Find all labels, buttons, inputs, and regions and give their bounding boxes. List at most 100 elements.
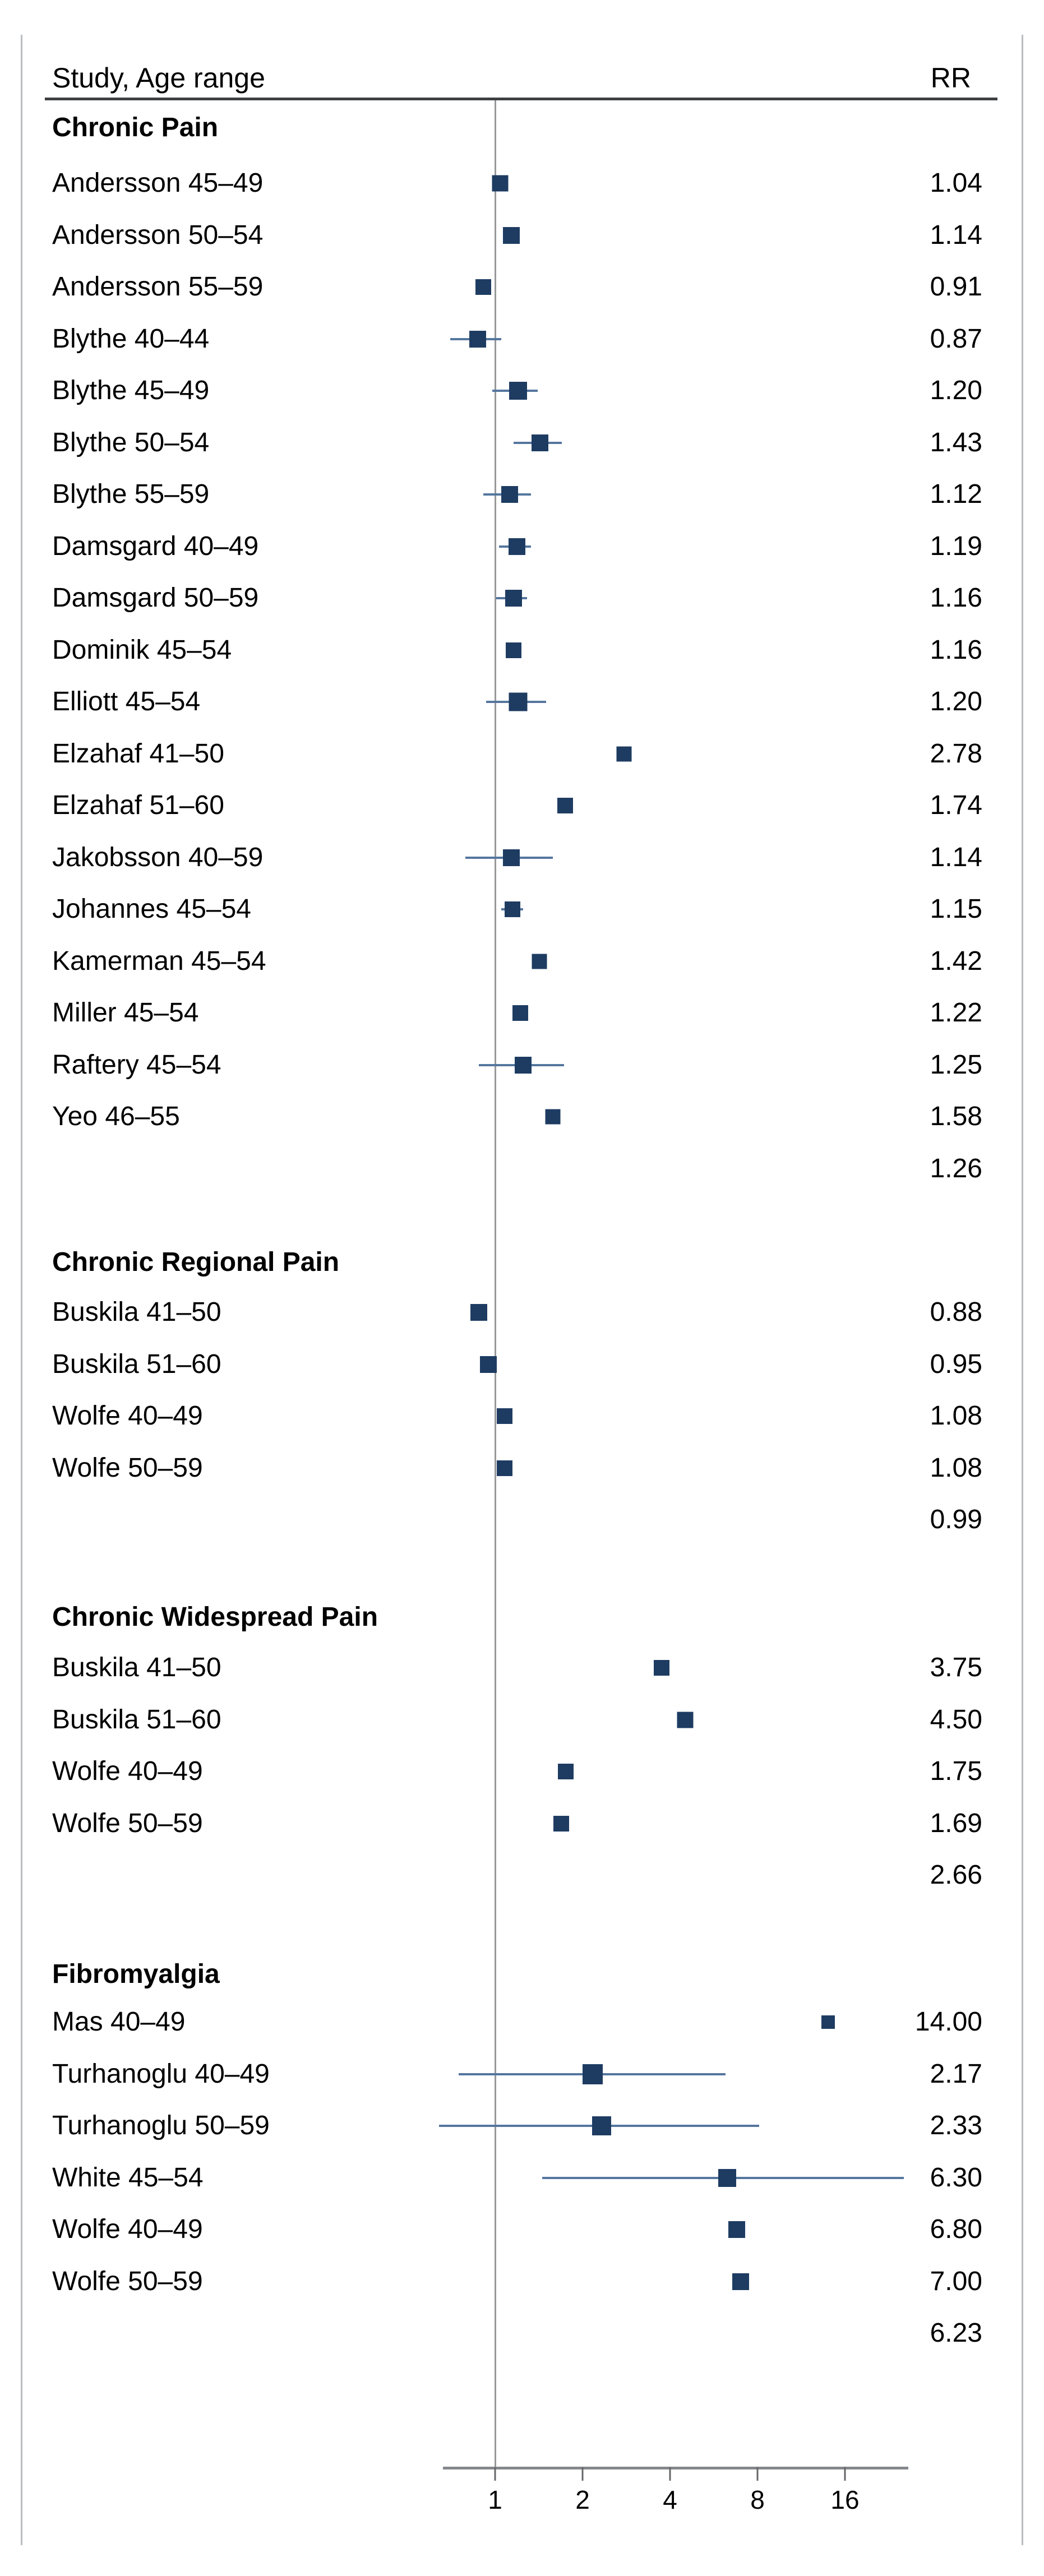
study-label: Buskila 51–60	[52, 1349, 221, 1379]
rr-value: 0.87	[930, 323, 982, 354]
effect-marker	[515, 1056, 532, 1074]
column-header-study: Study, Age range	[52, 62, 265, 94]
pooled-rr-value: 0.99	[930, 1505, 982, 1534]
study-label: Damsgard 50–59	[52, 583, 259, 613]
effect-marker	[470, 1304, 488, 1321]
effect-marker	[821, 2015, 835, 2029]
study-label: Jakobsson 40–59	[52, 842, 264, 872]
effect-marker	[592, 2116, 612, 2135]
study-label: Andersson 45–49	[52, 168, 264, 198]
rr-value: 2.78	[930, 738, 982, 769]
header-rule	[45, 98, 997, 100]
rr-value: 1.74	[930, 790, 982, 820]
effect-marker	[616, 746, 632, 761]
rr-value: 1.08	[930, 1453, 982, 1483]
effect-marker	[654, 1660, 670, 1676]
rr-value: 6.30	[930, 2162, 982, 2193]
rr-value: 7.00	[930, 2266, 982, 2296]
study-label: Wolfe 40–49	[52, 2214, 203, 2244]
effect-marker	[480, 1356, 497, 1373]
group-header: Fibromyalgia	[52, 1959, 220, 1989]
study-label: Wolfe 50–59	[52, 2266, 203, 2296]
effect-marker	[506, 642, 522, 658]
effect-marker	[492, 175, 509, 192]
effect-marker	[509, 382, 528, 400]
study-label: Andersson 50–54	[52, 220, 264, 250]
group-header: Chronic Regional Pain	[52, 1247, 340, 1277]
rr-value: 1.16	[930, 583, 982, 613]
rr-value: 6.80	[930, 2214, 982, 2244]
effect-marker	[469, 330, 486, 348]
x-axis-tick	[494, 2467, 496, 2481]
x-axis-tick-label: 4	[663, 2485, 677, 2514]
study-label: Buskila 41–50	[52, 1653, 221, 1682]
study-label: Wolfe 40–49	[52, 1401, 203, 1431]
x-axis-tick-label: 2	[575, 2485, 590, 2514]
rr-value: 1.19	[930, 531, 982, 561]
x-axis-tick	[844, 2467, 846, 2481]
effect-marker	[505, 901, 521, 917]
rr-value: 0.95	[930, 1349, 982, 1379]
study-label: Elzahaf 51–60	[52, 790, 224, 820]
study-label: Kamerman 45–54	[52, 946, 266, 976]
study-label: Miller 45–54	[52, 998, 199, 1028]
rr-value: 1.14	[930, 220, 982, 250]
effect-marker	[497, 1408, 513, 1424]
study-label: Yeo 46–55	[52, 1102, 180, 1131]
effect-marker	[557, 1764, 574, 1779]
effect-marker	[677, 1712, 693, 1728]
effect-marker	[503, 226, 520, 244]
effect-marker	[728, 2221, 746, 2238]
rr-value: 1.25	[930, 1049, 982, 1080]
study-label: White 45–54	[52, 2162, 204, 2193]
group-header: Chronic Widespread Pain	[52, 1602, 378, 1632]
study-label: Dominik 45–54	[52, 635, 232, 665]
effect-marker	[545, 1109, 561, 1125]
effect-marker	[732, 2273, 749, 2290]
x-axis-tick	[669, 2467, 671, 2481]
column-header-rr: RR	[930, 62, 971, 94]
pooled-rr-value: 2.66	[930, 1860, 982, 1890]
rr-value: 0.91	[930, 272, 982, 302]
rr-value: 1.22	[930, 998, 982, 1028]
effect-marker	[718, 2168, 737, 2187]
rr-value: 1.20	[930, 687, 982, 716]
rr-value: 1.16	[930, 635, 982, 665]
study-label: Elzahaf 41–50	[52, 738, 224, 769]
study-label: Turhanoglu 40–49	[52, 2059, 270, 2089]
effect-marker	[505, 590, 523, 607]
effect-marker	[557, 798, 573, 813]
frame-right-border	[1022, 35, 1023, 2545]
study-label: Blythe 50–54	[52, 427, 210, 457]
x-axis-tick-label: 8	[750, 2485, 765, 2514]
study-label: Buskila 51–60	[52, 1704, 221, 1735]
study-label: Wolfe 50–59	[52, 1808, 203, 1838]
rr-value: 1.58	[930, 1102, 982, 1131]
rr-value: 1.12	[930, 479, 982, 509]
study-label: Andersson 55–59	[52, 272, 264, 302]
rr-value: 2.17	[930, 2059, 982, 2089]
rr-value: 2.33	[930, 2111, 982, 2140]
reference-line	[495, 100, 496, 2468]
effect-marker	[497, 1460, 513, 1476]
study-label: Damsgard 40–49	[52, 531, 259, 561]
pooled-rr-value: 6.23	[930, 2318, 982, 2348]
study-label: Turhanoglu 50–59	[52, 2111, 270, 2140]
pooled-rr-value: 1.26	[930, 1153, 982, 1183]
study-label: Raftery 45–54	[52, 1049, 221, 1080]
x-axis-tick-label: 1	[488, 2485, 502, 2514]
rr-value: 4.50	[930, 1704, 982, 1735]
rr-value: 1.42	[930, 946, 982, 976]
x-axis-tick	[756, 2467, 759, 2481]
x-axis-tick-label: 16	[830, 2485, 860, 2514]
effect-marker	[503, 849, 520, 866]
study-label: Buskila 41–50	[52, 1297, 221, 1327]
effect-marker	[583, 2064, 603, 2084]
effect-marker	[512, 1005, 528, 1021]
group-header: Chronic Pain	[52, 113, 219, 142]
rr-value: 1.14	[930, 842, 982, 872]
rr-value: 1.75	[930, 1756, 982, 1786]
effect-marker	[509, 538, 526, 555]
effect-marker	[532, 954, 547, 969]
